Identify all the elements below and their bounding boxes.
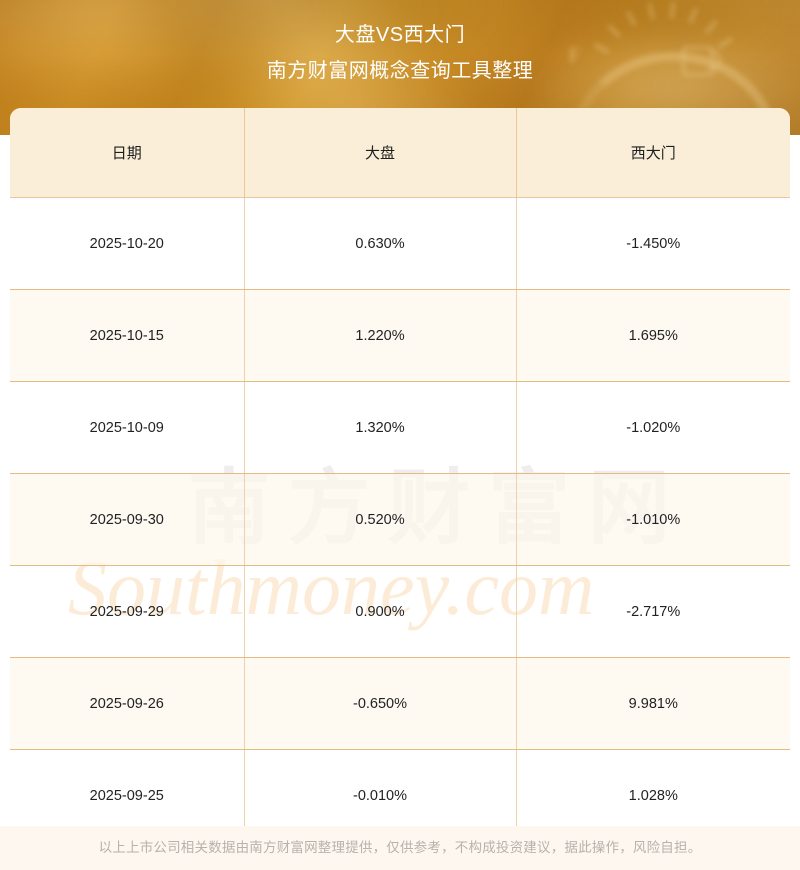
table-header-row: 日期 大盘 西大门 [10,108,790,198]
cell-date: 2025-09-26 [10,657,245,750]
cell-market: -0.650% [244,657,517,750]
disclaimer-footer: 以上上市公司相关数据由南方财富网整理提供，仅供参考，不构成投资建议，据此操作，风… [0,826,800,870]
cell-market: 1.220% [244,289,517,382]
cell-stock: -1.010% [516,473,790,566]
cell-stock: -2.717% [516,565,790,658]
table-row: 2025-09-30 0.520% -1.010% [10,473,790,566]
banner-title-block: 大盘VS西大门 南方财富网概念查询工具整理 [0,0,800,85]
table-row: 2025-09-26 -0.650% 9.981% [10,657,790,750]
cell-market: 0.630% [244,197,517,290]
column-header-market[interactable]: 大盘 [244,108,517,198]
table-row: 2025-10-20 0.630% -1.450% [10,197,790,290]
comparison-table-card: 南方财富网 Southmoney.com 日期 大盘 西大门 2025-10-2… [10,108,790,842]
page-subtitle: 南方财富网概念查询工具整理 [266,60,534,82]
column-header-date[interactable]: 日期 [10,108,245,198]
table-row: 2025-10-09 1.320% -1.020% [10,381,790,474]
cell-date: 2025-10-20 [10,197,245,290]
fuel-pump-icon [682,46,721,76]
table-body: 2025-10-20 0.630% -1.450% 2025-10-15 1.2… [10,197,790,842]
comparison-table: 日期 大盘 西大门 2025-10-20 0.630% -1.450% 2025… [10,108,790,842]
cell-date: 2025-10-09 [10,381,245,474]
column-header-stock[interactable]: 西大门 [516,108,790,198]
cell-stock: 9.981% [516,657,790,750]
gauge-full-label: F [568,42,581,68]
cell-date: 2025-10-15 [10,289,245,382]
cell-market: 1.320% [244,381,517,474]
cell-stock: 1.695% [516,289,790,382]
table-row: 2025-09-29 0.900% -2.717% [10,565,790,658]
cell-market: 0.520% [244,473,517,566]
table-row: 2025-10-15 1.220% 1.695% [10,289,790,382]
cell-date: 2025-09-30 [10,473,245,566]
page-title: 大盘VS西大门 [334,24,466,46]
cell-stock: -1.020% [516,381,790,474]
table-header: 日期 大盘 西大门 [10,108,790,198]
cell-stock: -1.450% [516,197,790,290]
cell-date: 2025-09-29 [10,565,245,658]
cell-market: 0.900% [244,565,517,658]
